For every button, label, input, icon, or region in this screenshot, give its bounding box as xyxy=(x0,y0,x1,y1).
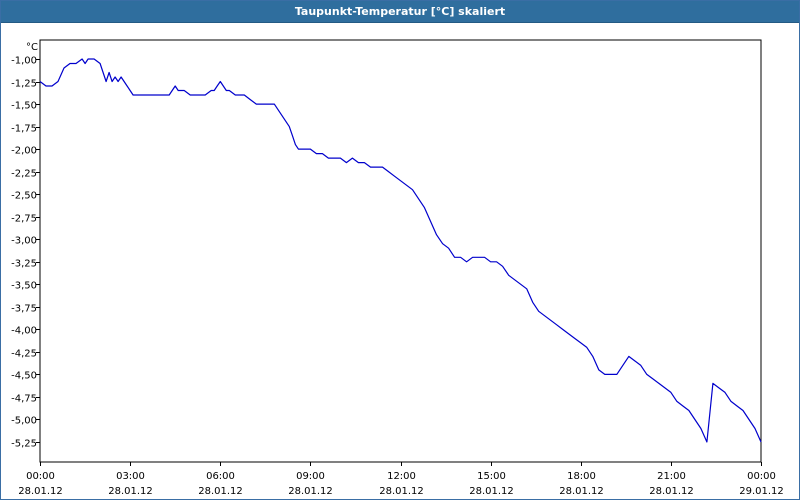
y-tick-label: -1,50 xyxy=(11,101,37,112)
x-tick-time-label: 12:00 xyxy=(387,471,416,482)
x-tick-date-label: 28.01.12 xyxy=(198,486,243,497)
x-tick-time-label: 00:00 xyxy=(26,471,55,482)
x-tick-date-label: 28.01.12 xyxy=(379,486,424,497)
y-tick-label: -3,50 xyxy=(11,281,37,292)
y-tick-label: -2,25 xyxy=(11,169,37,180)
window-title: Taupunkt-Temperatur [°C] skaliert xyxy=(1,1,799,23)
y-tick-label: -3,00 xyxy=(11,236,37,247)
x-tick-date-label: 28.01.12 xyxy=(108,486,153,497)
dewpoint-series-line xyxy=(39,58,762,443)
y-tick-label: -2,75 xyxy=(11,214,37,225)
x-tick-date-label: 28.01.12 xyxy=(469,486,514,497)
x-axis-ticks: 00:00 28.01.12 03:00 28.01.12 06:00 28.01.12 0… xyxy=(18,462,784,497)
y-tick-label: -5,25 xyxy=(11,439,37,450)
x-tick-time-label: 00:00 xyxy=(747,471,776,482)
x-tick-time-label: 09:00 xyxy=(296,471,325,482)
y-axis-ticks: -1,00 -1,25 -1,50 -1,75 -2,00 -2,25 -2,50 -2,75… xyxy=(11,56,40,450)
x-tick-time-label: 15:00 xyxy=(477,471,506,482)
y-tick-label: -2,50 xyxy=(11,191,37,202)
y-tick-label: -4,25 xyxy=(11,349,37,360)
x-tick-time-label: 21:00 xyxy=(657,471,686,482)
x-tick-date-label: 29.01.12 xyxy=(739,486,784,497)
y-tick-label: -3,25 xyxy=(11,259,37,270)
x-tick-time-label: 18:00 xyxy=(567,471,596,482)
y-tick-label: -3,75 xyxy=(11,304,37,315)
y-unit-label: °C xyxy=(26,42,38,53)
y-tick-label: -4,50 xyxy=(11,371,37,382)
chart-axes: °C xyxy=(26,39,762,463)
y-tick-label: -1,25 xyxy=(11,79,37,90)
chart-series xyxy=(39,58,762,443)
x-tick-date-label: 28.01.12 xyxy=(649,486,694,497)
y-tick-label: -4,75 xyxy=(11,394,37,405)
y-tick-label: -5,00 xyxy=(11,416,37,427)
y-tick-label: -2,00 xyxy=(11,146,37,157)
y-tick-label: -1,75 xyxy=(11,124,37,135)
y-tick-label: -4,00 xyxy=(11,326,37,337)
x-tick-time-label: 06:00 xyxy=(206,471,235,482)
x-tick-date-label: 28.01.12 xyxy=(559,486,604,497)
x-tick-date-label: 28.01.12 xyxy=(18,486,63,497)
x-tick-time-label: 03:00 xyxy=(116,471,145,482)
plot-area xyxy=(39,39,762,463)
y-tick-label: -1,00 xyxy=(11,56,37,67)
x-tick-date-label: 28.01.12 xyxy=(288,486,333,497)
